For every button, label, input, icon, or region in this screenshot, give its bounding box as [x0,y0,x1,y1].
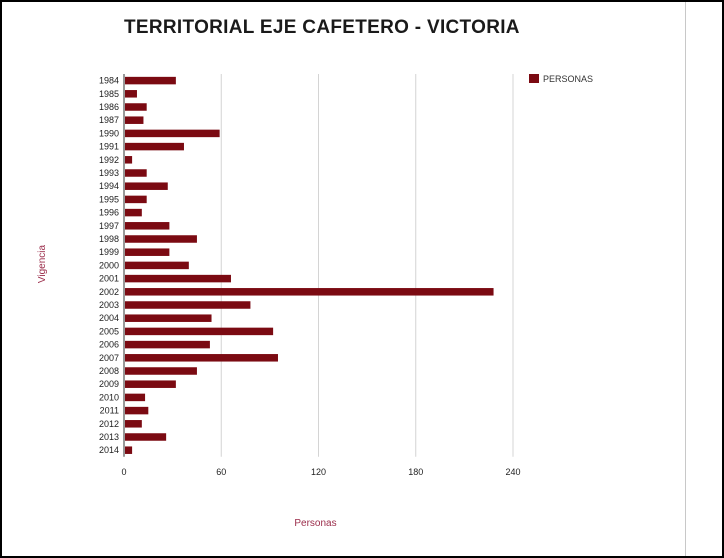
y-tick-label: 1998 [99,234,119,244]
bar [125,433,167,441]
y-tick-label: 2006 [99,340,119,350]
y-tick-label: 1986 [99,102,119,112]
y-tick-label: 2003 [99,300,119,310]
bar [125,195,147,204]
y-tick-label: 2008 [99,366,119,376]
bar [125,248,170,256]
y-tick-label: 2011 [100,406,119,416]
y-tick-label: 1994 [99,181,119,191]
y-tick-label: 2013 [99,432,119,442]
x-tick-label: 180 [408,467,423,477]
bar [125,129,220,138]
x-axis-title: Personas [294,518,336,529]
legend-swatch [529,74,539,83]
y-tick-label: 1984 [99,76,119,86]
bar [125,406,149,415]
y-tick-label: 2005 [99,326,119,336]
bar [125,261,189,270]
bar [125,314,212,322]
bar [125,327,274,336]
x-tick-label: 60 [216,467,226,477]
bar [125,235,197,243]
bar [125,340,210,349]
y-tick-label: 2000 [99,260,119,270]
y-tick-label: 1993 [99,168,119,178]
legend-label: PERSONAS [543,74,593,84]
y-tick-label: 1999 [99,247,119,257]
x-tick-label: 0 [121,467,126,477]
y-axis-title: Vigencia [37,244,48,283]
bar [125,367,197,375]
y-tick-label: 1987 [99,115,119,125]
y-tick-label: 2012 [99,419,119,429]
y-tick-label: 2009 [99,379,119,389]
bar [125,169,147,177]
bar [125,354,278,362]
bar [125,208,142,217]
bar [125,288,494,296]
y-tick-label: 2004 [99,313,119,323]
bar [125,90,137,98]
bar [125,446,133,454]
bar [125,420,142,428]
y-tick-label: 2001 [99,274,119,284]
x-tick-label: 120 [311,467,326,477]
bar [125,380,176,388]
bar [125,116,144,124]
bar [125,103,147,111]
y-tick-label: 1985 [99,89,119,99]
bar [125,274,231,283]
y-tick-label: 1997 [99,221,119,231]
x-tick-label: 240 [505,467,520,477]
bar [125,301,251,309]
right-divider [685,2,686,556]
bar [125,182,168,190]
y-tick-label: 2007 [99,353,119,363]
chart-title: TERRITORIAL EJE CAFETERO - VICTORIA [124,17,520,38]
y-tick-label: 1991 [99,142,119,152]
y-tick-label: 2014 [99,445,119,455]
y-tick-label: 1992 [99,155,119,165]
bar [125,76,176,85]
y-tick-label: 1996 [99,208,119,218]
y-tick-label: 1990 [99,128,119,138]
bar [125,393,146,402]
bar [125,156,133,164]
y-tick-label: 2002 [99,287,119,297]
y-tick-label: 2010 [99,392,119,402]
y-tick-label: 1995 [99,194,119,204]
bar [125,222,170,230]
bar [125,142,184,151]
